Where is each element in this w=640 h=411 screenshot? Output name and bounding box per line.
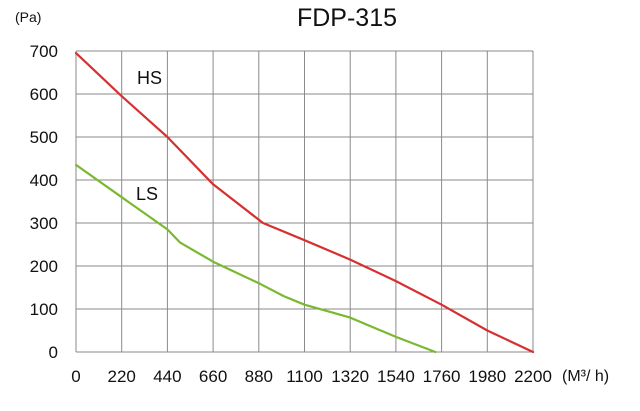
series-labels: HS LS xyxy=(136,68,162,204)
y-unit-label: (Pa) xyxy=(15,9,41,25)
series-line-hs xyxy=(74,52,535,354)
x-tick-label: 440 xyxy=(153,367,181,386)
x-tick-label: 1760 xyxy=(423,367,461,386)
y-tick-label: 500 xyxy=(30,128,58,147)
y-tick-label: 600 xyxy=(30,85,58,104)
series-line-ls xyxy=(74,163,437,354)
y-tick-label: 200 xyxy=(30,257,58,276)
series-label-hs: HS xyxy=(137,68,162,88)
x-tick-label: 1980 xyxy=(468,367,506,386)
x-tick-label: 660 xyxy=(199,367,227,386)
tick-labels: 0 220 440 660 880 1100 1320 1540 1760 1980 2200 700… xyxy=(30,42,552,386)
x-tick-label: 880 xyxy=(245,367,273,386)
y-tick-label: 100 xyxy=(30,300,58,319)
grid xyxy=(75,50,534,353)
y-tick-label: 400 xyxy=(30,171,58,190)
chart-title: FDP-315 xyxy=(297,4,397,32)
x-tick-label: 2200 xyxy=(514,367,552,386)
x-unit-label: (M³/ h) xyxy=(562,368,609,385)
x-tick-label: 1100 xyxy=(286,367,323,386)
x-tick-label: 1540 xyxy=(377,367,415,386)
x-tick-label: 220 xyxy=(108,367,136,386)
y-tick-label: 700 xyxy=(30,42,58,61)
y-tick-label: 0 xyxy=(49,343,58,362)
y-tick-label: 300 xyxy=(30,214,58,233)
x-tick-label: 1320 xyxy=(331,367,369,386)
series-label-ls: LS xyxy=(136,184,158,204)
x-tick-label: 0 xyxy=(71,367,80,386)
series-layer xyxy=(74,52,535,354)
